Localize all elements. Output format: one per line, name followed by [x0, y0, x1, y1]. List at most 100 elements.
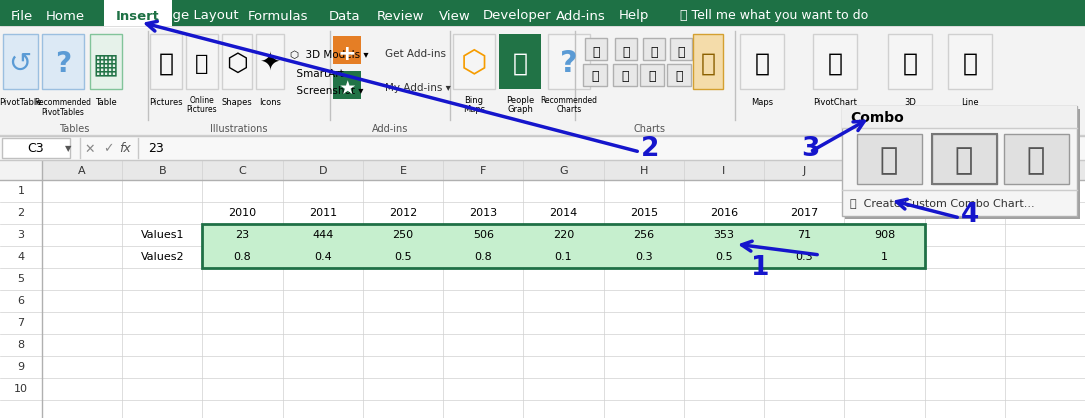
Bar — [186, 34, 218, 89]
Text: C3: C3 — [28, 143, 44, 155]
Text: 📊: 📊 — [677, 46, 685, 59]
Text: ⬡: ⬡ — [226, 52, 248, 76]
Text: 256: 256 — [634, 230, 654, 240]
Text: +: + — [337, 44, 356, 64]
Bar — [615, 38, 637, 60]
Text: 6: 6 — [17, 296, 25, 306]
Text: Illustrations: Illustrations — [210, 124, 268, 134]
Text: D: D — [319, 166, 327, 176]
Text: 📊: 📊 — [650, 46, 658, 59]
Text: 📊: 📊 — [623, 46, 629, 59]
Bar — [222, 34, 252, 89]
Bar — [150, 34, 182, 89]
Bar — [888, 34, 932, 89]
Text: 📊: 📊 — [955, 146, 973, 176]
Text: PivotTable: PivotTable — [0, 98, 41, 107]
Text: Developer: Developer — [483, 10, 551, 23]
Text: 353: 353 — [714, 230, 735, 240]
Text: ✕: ✕ — [85, 143, 95, 155]
Text: Page Layout: Page Layout — [157, 10, 239, 23]
Text: Tables: Tables — [59, 124, 89, 134]
Text: Table: Table — [95, 98, 117, 107]
Text: 908: 908 — [873, 230, 895, 240]
Text: 444: 444 — [312, 230, 333, 240]
Bar — [548, 34, 590, 89]
Text: 2018: 2018 — [870, 208, 898, 218]
Bar — [842, 106, 1077, 216]
Text: Shapes: Shapes — [221, 98, 253, 107]
Bar — [256, 34, 284, 89]
Text: 📊: 📊 — [648, 71, 655, 84]
Bar — [0, 26, 1085, 136]
Text: 71: 71 — [797, 230, 812, 240]
Bar — [3, 34, 38, 89]
Text: Line: Line — [961, 98, 979, 107]
Text: Pictures: Pictures — [150, 98, 182, 107]
Text: Combo: Combo — [850, 111, 904, 125]
Bar — [857, 134, 922, 184]
Text: 1: 1 — [17, 186, 25, 196]
Text: 🖥: 🖥 — [195, 54, 208, 74]
Text: 23: 23 — [235, 230, 250, 240]
Bar — [640, 64, 664, 86]
Text: Recommended: Recommended — [35, 98, 91, 107]
Text: G: G — [559, 166, 567, 176]
Text: 4: 4 — [961, 202, 979, 228]
Text: Values2: Values2 — [141, 252, 184, 262]
Text: 0.3: 0.3 — [635, 252, 652, 262]
Text: 2012: 2012 — [388, 208, 417, 218]
Bar — [104, 0, 173, 28]
Text: Add-ins: Add-ins — [557, 10, 605, 23]
Text: Bing: Bing — [464, 96, 484, 105]
Text: 2010: 2010 — [229, 208, 257, 218]
Text: 2016: 2016 — [710, 208, 738, 218]
Text: 2: 2 — [641, 136, 660, 162]
Text: 📊: 📊 — [701, 52, 715, 76]
Text: 23: 23 — [148, 143, 164, 155]
Text: Pictures: Pictures — [187, 105, 217, 114]
Text: Online: Online — [190, 96, 215, 105]
Text: SmartArt: SmartArt — [290, 69, 344, 79]
Text: 2013: 2013 — [469, 208, 497, 218]
Bar — [42, 34, 84, 89]
Text: 3: 3 — [17, 230, 25, 240]
Text: ⬡: ⬡ — [461, 49, 487, 79]
Text: 2015: 2015 — [629, 208, 658, 218]
Text: Home: Home — [46, 10, 85, 23]
Bar — [499, 34, 541, 89]
Text: 📊: 📊 — [591, 71, 599, 84]
Text: Graph: Graph — [507, 105, 533, 114]
Text: PivotChart: PivotChart — [813, 98, 857, 107]
Text: 📊  Create Cus​tom Combo Chart...: 📊 Create Cus​tom Combo Chart... — [850, 198, 1035, 208]
Text: 1: 1 — [881, 252, 888, 262]
Bar — [90, 34, 122, 89]
Text: 📊: 📊 — [622, 71, 628, 84]
Text: 0.4: 0.4 — [314, 252, 332, 262]
Text: I: I — [723, 166, 726, 176]
Text: 3: 3 — [801, 136, 819, 162]
Text: View: View — [439, 10, 471, 23]
Text: ★: ★ — [339, 79, 356, 97]
Text: F: F — [480, 166, 486, 176]
Text: 📊: 📊 — [962, 52, 978, 76]
Bar — [0, 0, 1085, 26]
Bar — [932, 134, 997, 184]
Text: 4: 4 — [17, 252, 25, 262]
Text: 📊: 📊 — [903, 52, 918, 76]
Bar — [845, 109, 1080, 219]
Text: M: M — [1041, 166, 1049, 176]
Text: 1: 1 — [751, 255, 769, 281]
Text: A: A — [78, 166, 86, 176]
Text: 250: 250 — [393, 230, 413, 240]
Text: 506: 506 — [473, 230, 494, 240]
Bar — [932, 134, 997, 184]
Text: 📊: 📊 — [828, 52, 842, 76]
Bar — [0, 136, 1085, 160]
Bar — [0, 160, 1085, 418]
Text: 📊: 📊 — [700, 46, 707, 59]
Text: ↺: ↺ — [9, 50, 31, 78]
Bar — [693, 38, 715, 60]
Text: 📊: 📊 — [1026, 146, 1045, 176]
Bar — [1004, 134, 1069, 184]
Text: PivotTables: PivotTables — [41, 108, 85, 117]
